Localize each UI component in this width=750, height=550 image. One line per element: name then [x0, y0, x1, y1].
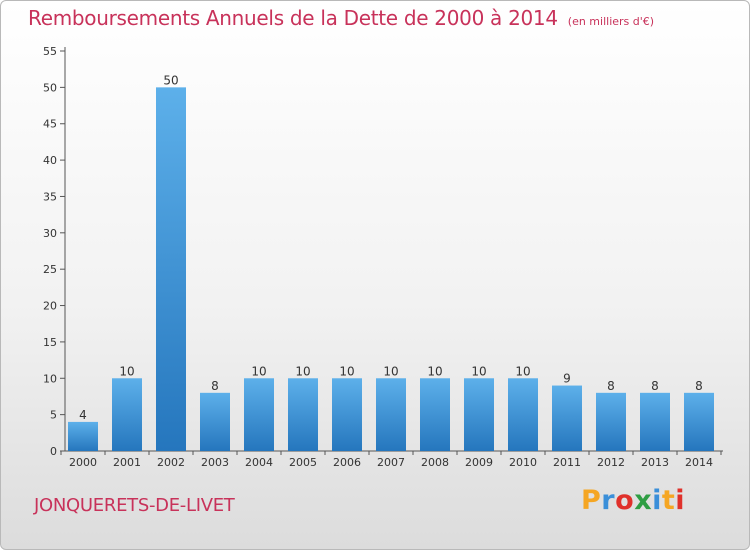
data-label: 10 — [295, 364, 310, 378]
y-tick-label: 20 — [43, 300, 57, 313]
proxiti-logo[interactable]: Proxiti — [581, 485, 685, 516]
bar — [508, 378, 538, 451]
x-tick-label: 2013 — [641, 456, 669, 469]
data-label: 50 — [163, 73, 178, 87]
bar — [200, 392, 230, 451]
data-label: 10 — [383, 364, 398, 378]
data-label: 10 — [339, 364, 354, 378]
y-tick-label: 5 — [50, 409, 57, 422]
logo-letter: t — [661, 485, 676, 516]
x-tick-label: 2004 — [245, 456, 273, 469]
data-label: 8 — [695, 379, 703, 393]
y-tick-label: 25 — [43, 263, 57, 276]
x-tick-label: 2012 — [597, 456, 625, 469]
bar — [112, 378, 142, 451]
logo-letter: o — [615, 485, 635, 516]
commune-name: JONQUERETS-DE-LIVET — [34, 495, 235, 516]
y-tick-label: 40 — [43, 154, 57, 167]
y-tick-label: 10 — [43, 372, 57, 385]
data-label: 10 — [251, 364, 266, 378]
data-label: 8 — [607, 379, 615, 393]
data-label: 8 — [211, 379, 219, 393]
bar — [332, 378, 362, 451]
bar — [288, 378, 318, 451]
chart-subtitle: (en milliers d'€) — [567, 15, 655, 28]
data-label: 10 — [427, 364, 442, 378]
x-tick-label: 2003 — [201, 456, 229, 469]
x-tick-label: 2001 — [113, 456, 141, 469]
data-label: 10 — [471, 364, 486, 378]
x-tick-label: 2002 — [157, 456, 185, 469]
x-tick-label: 2007 — [377, 456, 405, 469]
bar — [552, 385, 582, 451]
bar — [156, 87, 186, 451]
logo-letter: P — [581, 485, 602, 516]
chart-title: Remboursements Annuels de la Dette de 20… — [28, 6, 558, 30]
y-tick-label: 50 — [43, 81, 57, 94]
x-tick-label: 2008 — [421, 456, 449, 469]
y-tick-label: 0 — [50, 445, 57, 458]
y-tick-label: 15 — [43, 336, 57, 349]
data-label: 10 — [515, 364, 530, 378]
x-tick-label: 2010 — [509, 456, 537, 469]
y-tick-label: 45 — [43, 118, 57, 131]
title-row: Remboursements Annuels de la Dette de 20… — [28, 6, 654, 30]
data-label: 4 — [79, 408, 87, 422]
bar — [464, 378, 494, 451]
x-tick-label: 2000 — [69, 456, 97, 469]
bar — [68, 421, 98, 451]
bar — [376, 378, 406, 451]
data-label: 8 — [651, 379, 659, 393]
bar — [420, 378, 450, 451]
bar — [640, 392, 670, 451]
x-tick-label: 2006 — [333, 456, 361, 469]
logo-letter: x — [634, 485, 653, 516]
y-tick-label: 30 — [43, 227, 57, 240]
logo-letter: r — [601, 485, 616, 516]
x-tick-label: 2014 — [685, 456, 713, 469]
x-tick-label: 2005 — [289, 456, 317, 469]
bar — [596, 392, 626, 451]
logo-letter: i — [652, 485, 662, 516]
x-tick-label: 2011 — [553, 456, 581, 469]
y-tick-label: 35 — [43, 190, 57, 203]
x-tick-label: 2009 — [465, 456, 493, 469]
y-tick-label: 55 — [43, 45, 57, 58]
bar — [684, 392, 714, 451]
logo-letter: i — [675, 485, 686, 516]
bar — [244, 378, 274, 451]
data-label: 9 — [563, 372, 571, 386]
data-label: 10 — [119, 364, 134, 378]
